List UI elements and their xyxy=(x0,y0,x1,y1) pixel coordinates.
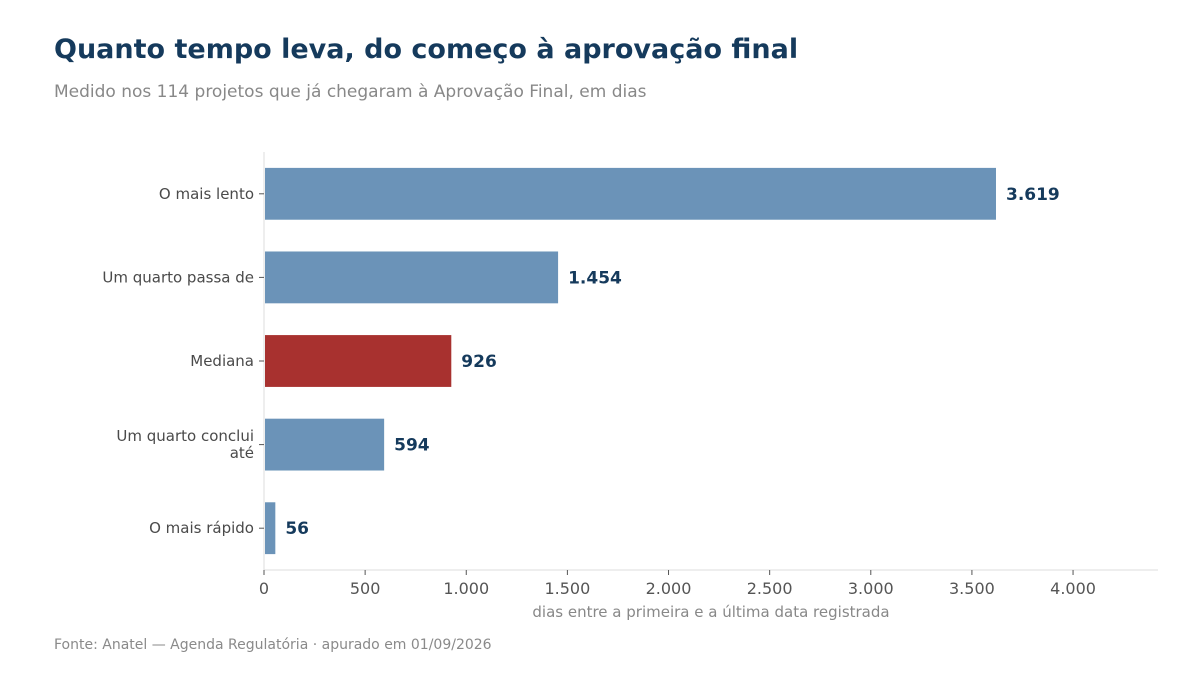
chart-subtitle: Medido nos 114 projetos que já chegaram … xyxy=(54,82,647,102)
category-label: Um quarto conclui xyxy=(116,427,254,445)
bar xyxy=(265,502,276,555)
source-note: Fonte: Anatel — Agenda Regulatória · apu… xyxy=(54,637,492,653)
category-label: Mediana xyxy=(190,352,254,370)
category-label: O mais lento xyxy=(159,185,254,203)
bar xyxy=(265,418,385,471)
x-tick-label: 3.500 xyxy=(949,579,995,598)
category-label: Um quarto passa de xyxy=(102,268,254,286)
x-tick-label: 3.000 xyxy=(848,579,894,598)
x-tick-label: 2.000 xyxy=(646,579,692,598)
category-label: até xyxy=(230,444,254,462)
bar xyxy=(265,167,996,220)
value-label: 594 xyxy=(394,436,430,456)
x-tick-label: 500 xyxy=(350,579,381,598)
value-label: 3.619 xyxy=(1006,185,1060,205)
x-tick-label: 1.500 xyxy=(544,579,590,598)
chart-title: Quanto tempo leva, do começo à aprovação… xyxy=(54,34,799,65)
category-label: O mais rápido xyxy=(149,519,254,537)
value-label: 926 xyxy=(461,352,497,372)
bar xyxy=(265,251,559,304)
x-tick-label: 4.000 xyxy=(1050,579,1096,598)
value-label: 56 xyxy=(285,519,309,539)
bar-highlight xyxy=(265,335,452,387)
x-tick-label: 1.000 xyxy=(443,579,489,598)
x-tick-label: 2.500 xyxy=(747,579,793,598)
x-axis-title: dias entre a primeira e a última data re… xyxy=(532,603,889,621)
x-tick-label: 0 xyxy=(259,579,269,598)
value-label: 1.454 xyxy=(568,268,622,288)
